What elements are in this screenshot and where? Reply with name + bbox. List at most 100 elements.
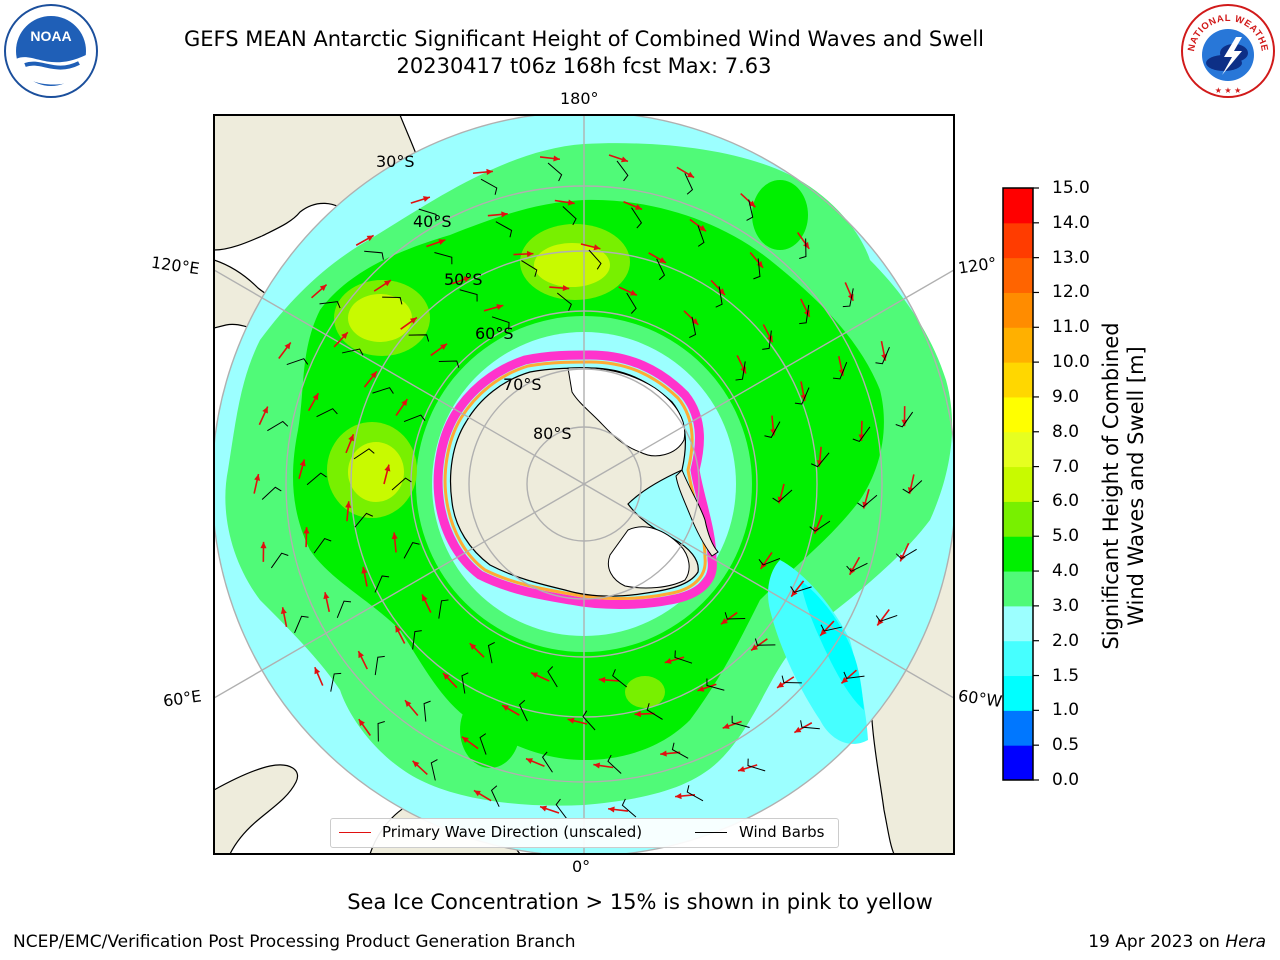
wind-barb <box>895 548 917 560</box>
wind-barb <box>377 721 385 742</box>
wind-barb <box>461 672 469 694</box>
wave-arrow-head <box>756 260 764 268</box>
wind-barb <box>810 452 830 468</box>
wave-arrow-head <box>593 244 601 251</box>
wind-barb <box>843 671 865 679</box>
wave-arrow-head <box>473 790 481 797</box>
wave-arrow-head <box>567 199 575 206</box>
wind-barb <box>495 221 513 238</box>
wind-barb <box>374 575 390 593</box>
wave-arrow-head <box>323 592 330 600</box>
wind-barb <box>330 672 342 692</box>
meridian-120e <box>214 269 585 485</box>
wave-arrow-head <box>720 618 728 625</box>
colorbar-tick-label: 1.5 <box>1052 665 1080 686</box>
wave-arrow-head <box>384 464 391 472</box>
swh-max-indian <box>348 442 404 502</box>
wind-barb <box>479 733 487 755</box>
colorbar-frame <box>1002 187 1034 781</box>
wave-arrow-head <box>299 459 306 467</box>
wave-arrow-head <box>634 711 642 718</box>
colorbar-label: Significant Height of Combined Wind Wave… <box>1099 256 1159 716</box>
wave-arrow-head <box>391 532 398 540</box>
wave-arrow-head <box>395 625 402 633</box>
wave-arrow-head <box>260 541 267 549</box>
legend-wave-line <box>339 832 371 833</box>
wind-barb <box>724 612 746 620</box>
sea-ice-inner-edge <box>443 360 707 600</box>
wave-arrow-head <box>303 527 310 534</box>
colorbar-segment <box>1003 571 1033 607</box>
colorbar-tick-label: 3.0 <box>1052 595 1080 616</box>
wind-barb <box>762 330 772 350</box>
wave-direction-arrows <box>253 154 923 820</box>
wind-barb <box>781 675 802 684</box>
wind-barb <box>697 225 705 247</box>
svg-text:★ ★ ★: ★ ★ ★ <box>1215 86 1242 95</box>
colorbar-label-line1: Significant Height of Combined <box>1099 322 1123 650</box>
wave-arrow-head <box>358 719 365 727</box>
wind-barb <box>832 362 848 380</box>
colorbar-tick-label: 13.0 <box>1052 247 1090 268</box>
wind-barb <box>820 624 842 632</box>
wave-arrow-head <box>314 667 321 675</box>
colorbar-tick-label: 8.0 <box>1052 421 1080 442</box>
swh-max-atlantic <box>625 676 665 708</box>
wave-arrow-head <box>254 474 261 481</box>
map-frame <box>213 114 955 855</box>
swh-max-tasman <box>348 294 412 342</box>
sea-ice-edge <box>433 350 717 609</box>
wind-barb <box>706 678 725 691</box>
wind-barb <box>316 408 338 418</box>
wave-arrow-head <box>361 566 368 574</box>
wind-barb <box>799 238 807 259</box>
wind-barb <box>895 411 914 428</box>
wave-arrow-head <box>841 676 849 684</box>
wind-barb <box>800 720 820 730</box>
wind-barb <box>459 289 478 302</box>
sea-ice-note: Sea Ice Concentration > 15% is shown in … <box>347 890 933 914</box>
lat-label-40s: 40°S <box>413 212 452 231</box>
wind-barb <box>747 758 766 772</box>
wave-arrow-head <box>410 317 417 324</box>
lat-label-30s: 30°S <box>376 152 415 171</box>
wave-arrow-head <box>526 250 534 257</box>
wind-barb <box>286 358 309 366</box>
colorbar-tick-label: 7.0 <box>1052 456 1080 477</box>
colorbar-tick-label: 1.0 <box>1052 700 1080 721</box>
wind-barb <box>646 703 663 720</box>
wave-arrow-head <box>280 607 287 615</box>
colorbar-tick-label: 6.0 <box>1052 491 1080 512</box>
wind-barb <box>809 520 831 532</box>
wind-barb <box>270 552 289 569</box>
wave-arrow-head <box>659 257 666 263</box>
wind-barb <box>616 160 629 182</box>
wind-barb <box>374 655 385 676</box>
meridian-120w <box>583 269 954 485</box>
colorbar <box>1003 187 1039 781</box>
swh-patch-east <box>752 180 808 250</box>
colorbar-segment <box>1003 501 1033 537</box>
swh-low-drake <box>768 560 868 744</box>
wind-barb <box>612 669 628 688</box>
wind-barb <box>480 178 498 195</box>
wind-barb <box>674 650 693 664</box>
wave-arrow-head <box>608 806 615 813</box>
wave-arrow-head <box>401 399 408 407</box>
wind-barb <box>746 199 754 221</box>
wave-arrow-head <box>525 758 533 764</box>
colorbar-tick-label: 0.5 <box>1052 735 1080 756</box>
wind-barb <box>875 346 890 365</box>
wind-barb <box>555 798 568 820</box>
wind-barb <box>391 477 412 491</box>
footer-date-text: 19 Apr 2023 on <box>1088 932 1226 952</box>
colorbar-segment <box>1003 396 1033 433</box>
legend-barb-label: Wind Barbs <box>739 823 825 841</box>
wind-barb <box>902 480 923 494</box>
wave-arrow-head <box>443 673 450 680</box>
wave-arrow-head <box>348 434 354 442</box>
noaa-logo-text: NOAA <box>30 28 71 44</box>
nws-logo: NATIONAL WEATHER SERVICE ★ ★ ★ <box>1180 3 1275 98</box>
colorbar-segment <box>1003 431 1033 468</box>
wave-arrow-head <box>284 342 291 350</box>
